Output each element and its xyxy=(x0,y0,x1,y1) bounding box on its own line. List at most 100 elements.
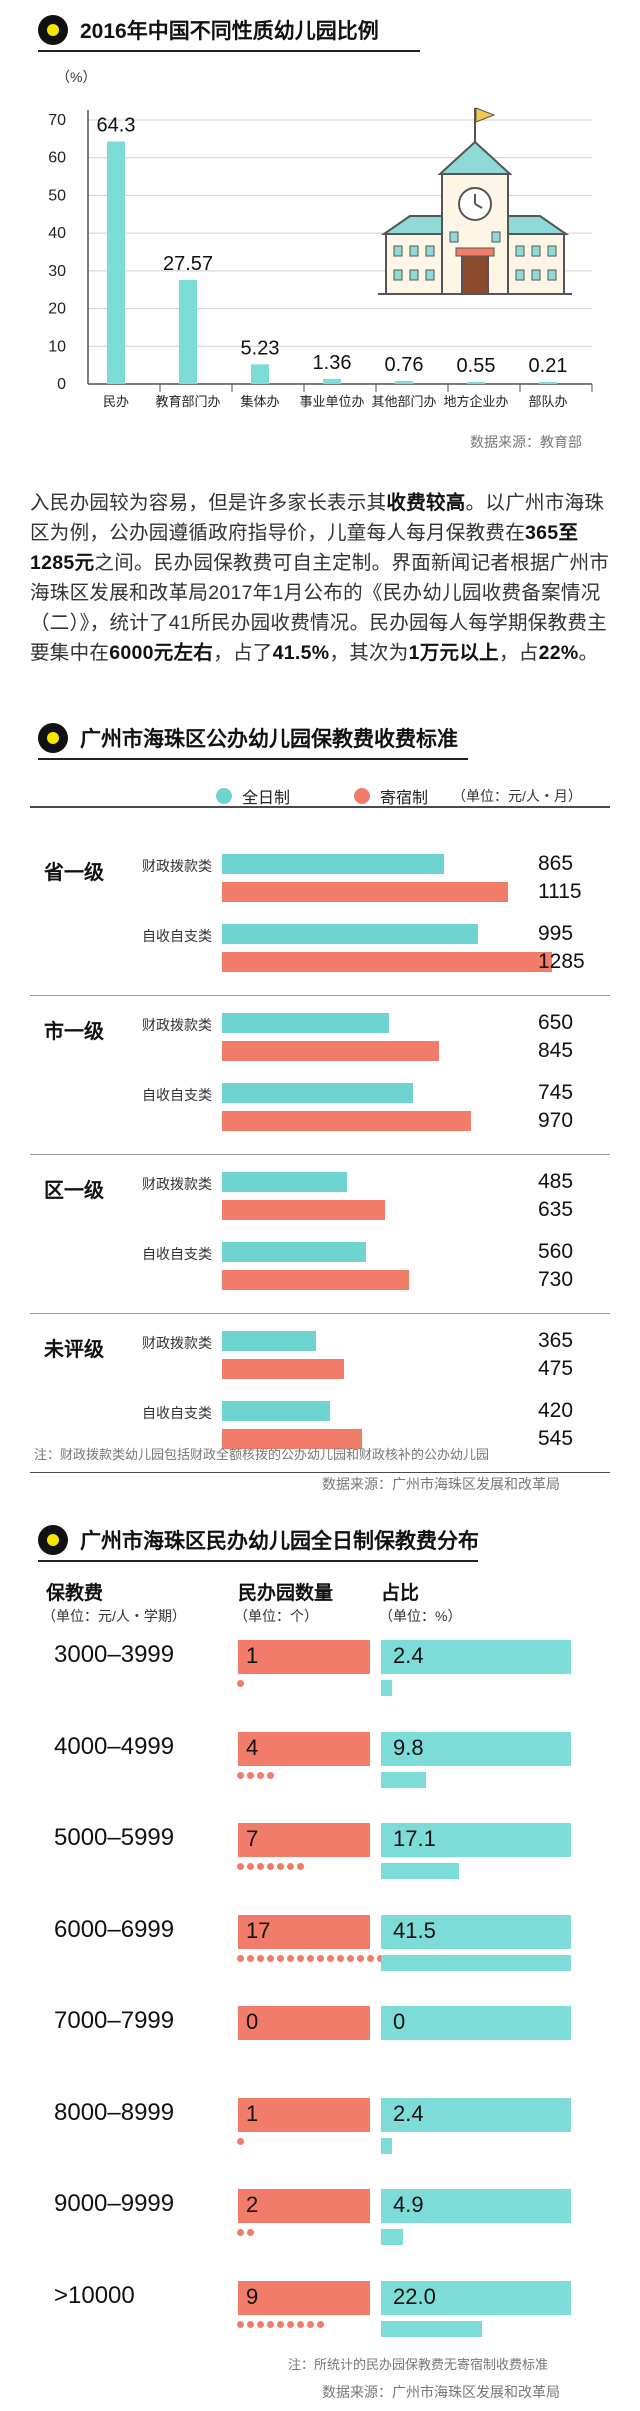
section3-title: 广州市海珠区民办幼儿园全日制保教费分布 xyxy=(38,1520,479,1560)
col-count-header: 民办园数量 xyxy=(238,1583,334,1604)
pct-bar xyxy=(381,2137,392,2154)
count-dot xyxy=(297,1954,304,1962)
article-text-4: ，占了 xyxy=(213,642,273,664)
pct-cell: 17.1 xyxy=(381,1823,571,1857)
fee-group-divider xyxy=(30,1154,610,1155)
pct-bar xyxy=(381,1863,460,1879)
bar-value-label: 0.21 xyxy=(529,355,568,377)
article-text-2: 。以广州市海珠区为例，公办园遵循政府指导价，儿童每人每月保教费在 xyxy=(30,492,605,544)
count-dot xyxy=(357,1954,364,1962)
y-tick-label: 60 xyxy=(48,150,66,167)
count-dot xyxy=(367,1954,374,1962)
count-dot xyxy=(257,1954,264,1962)
pct-bar xyxy=(381,1771,426,1788)
count-cell: 4 xyxy=(238,1731,370,1766)
category-label: 地方企业办 xyxy=(443,394,508,409)
fee-value-boarding: 845 xyxy=(538,1039,574,1062)
count-dot xyxy=(317,1954,324,1962)
article-text-6: ，占 xyxy=(498,642,539,664)
fee-range-label: 6000–6999 xyxy=(54,1915,175,1943)
col-pct-unit: （单位：%） xyxy=(379,1608,462,1624)
y-tick-label: 10 xyxy=(48,338,66,355)
bar xyxy=(251,364,269,384)
count-dot xyxy=(257,1771,264,1779)
fee-source: 数据来源：广州市海珠区发展和改革局 xyxy=(322,1476,560,1492)
count-value: 1 xyxy=(246,2100,259,2126)
article-paragraph: 入民办园较为容易，但是许多家长表示其收费较高。以广州市海珠区为例，公办园遵循政府… xyxy=(30,488,610,668)
fee-group-label: 市一级 xyxy=(44,1021,104,1043)
fee-bar-full-day xyxy=(222,1401,330,1421)
pct-cell: 2.4 xyxy=(381,2097,571,2132)
pct-value: 2.4 xyxy=(393,1643,424,1668)
fee-bar-boarding xyxy=(222,1429,362,1449)
fee-bar-full-day xyxy=(222,1083,414,1103)
category-label: 事业单位办 xyxy=(299,394,364,409)
fee-divider xyxy=(30,806,610,808)
fee-value-full-day: 745 xyxy=(538,1081,574,1104)
fee-bar-full-day xyxy=(222,1013,389,1033)
bar-value-label: 1.36 xyxy=(313,352,352,374)
count-dot xyxy=(237,1954,244,1962)
count-dot xyxy=(347,1954,354,1962)
article-bold-2: 365至1285元 xyxy=(30,522,579,574)
fee-value-boarding: 1115 xyxy=(538,880,582,903)
fee-value-full-day: 485 xyxy=(538,1170,574,1193)
count-dot xyxy=(337,1954,344,1962)
fee-range-label: >10000 xyxy=(54,2281,135,2309)
section3-title-text: 广州市海珠区民办幼儿园全日制保教费分布 xyxy=(80,1530,479,1553)
bar-value-label: 0.55 xyxy=(457,355,496,377)
yellow-dot-icon xyxy=(38,723,68,753)
pct-value: 0 xyxy=(393,2009,406,2034)
legend-full-day: 全日制 xyxy=(242,790,291,807)
count-dot xyxy=(277,1863,284,1870)
pct-cell: 4.9 xyxy=(381,2189,571,2223)
count-dots xyxy=(237,1954,404,1963)
bar xyxy=(539,382,557,384)
fee-bar-boarding xyxy=(222,952,552,972)
count-dot xyxy=(247,1863,254,1870)
fee-group-label: 未评级 xyxy=(44,1339,104,1361)
bar-value-label: 5.23 xyxy=(241,337,280,359)
count-dot xyxy=(267,1771,274,1779)
article-bold-4: 41.5% xyxy=(272,642,330,664)
fee-value-boarding: 970 xyxy=(538,1109,574,1132)
fee-range-label: 8000–8999 xyxy=(54,2098,175,2126)
fee-range-label: 4000–4999 xyxy=(54,1732,175,1760)
fee-range-label: 9000–9999 xyxy=(54,2190,175,2217)
count-dots xyxy=(237,2137,244,2146)
fee-legend: 全日制 寄宿制 xyxy=(216,784,428,808)
bar xyxy=(395,381,413,384)
fee-note: 注：财政拨款类幼儿园包括财政全额核拨的公办幼儿园和财政核补的公办幼儿园 xyxy=(34,1447,490,1462)
count-dot xyxy=(287,2320,294,2328)
fee-row-type: 财政拨款类 xyxy=(142,1335,212,1351)
count-dots xyxy=(237,1680,244,1688)
count-value: 0 xyxy=(246,2009,259,2034)
count-dot xyxy=(237,1863,244,1870)
chart1-value-labels: 64.3 27.57 5.23 1.36 0.76 0.55 0.21 xyxy=(97,114,568,377)
fee-bar-full-day xyxy=(222,1172,347,1192)
bar xyxy=(467,381,485,384)
y-axis-unit: （%） xyxy=(56,69,96,85)
article-text-5: ，其次为 xyxy=(329,642,409,664)
pct-bar xyxy=(381,1680,392,1696)
count-dot xyxy=(237,2229,244,2236)
legend-full-day-swatch xyxy=(216,788,232,804)
bar xyxy=(107,141,125,384)
count-dot xyxy=(287,1954,294,1962)
count-dots xyxy=(237,1863,304,1871)
section1-title: 2016年中国不同性质幼儿园比例 xyxy=(38,10,379,50)
count-value: 4 xyxy=(246,1734,259,1760)
category-label: 教育部门办 xyxy=(155,394,220,409)
count-value: 17 xyxy=(246,1917,271,1943)
fee-bar-full-day xyxy=(222,1331,316,1351)
legend-boarding: 寄宿制 xyxy=(380,790,429,807)
fee-value-boarding: 635 xyxy=(538,1198,574,1221)
dist-note: 注：所统计的民办园保教费无寄宿制收费标准 xyxy=(288,2357,549,2372)
y-tick-label: 50 xyxy=(48,187,66,204)
fee-row-type: 财政拨款类 xyxy=(142,858,212,874)
fee-row-type: 自收自支类 xyxy=(142,1246,212,1262)
pct-bar xyxy=(381,2229,404,2245)
chart1-category-labels: 民办 教育部门办 集体办 事业单位办 其他部门办 地方企业办 部队办 xyxy=(103,394,568,409)
pct-cell: 9.8 xyxy=(381,1731,571,1766)
article-text-7: 。 xyxy=(578,642,599,664)
